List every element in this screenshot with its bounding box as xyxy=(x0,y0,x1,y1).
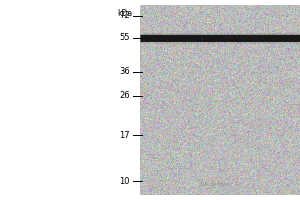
Text: 17: 17 xyxy=(119,130,130,140)
Bar xyxy=(140,5,300,195)
Text: kDa: kDa xyxy=(117,9,132,18)
Text: Mouse testis: Mouse testis xyxy=(200,182,230,186)
Text: 55: 55 xyxy=(119,33,130,43)
Text: 26: 26 xyxy=(119,92,130,100)
Text: 72: 72 xyxy=(119,11,130,21)
Text: 10: 10 xyxy=(119,176,130,186)
Text: 36: 36 xyxy=(119,68,130,76)
